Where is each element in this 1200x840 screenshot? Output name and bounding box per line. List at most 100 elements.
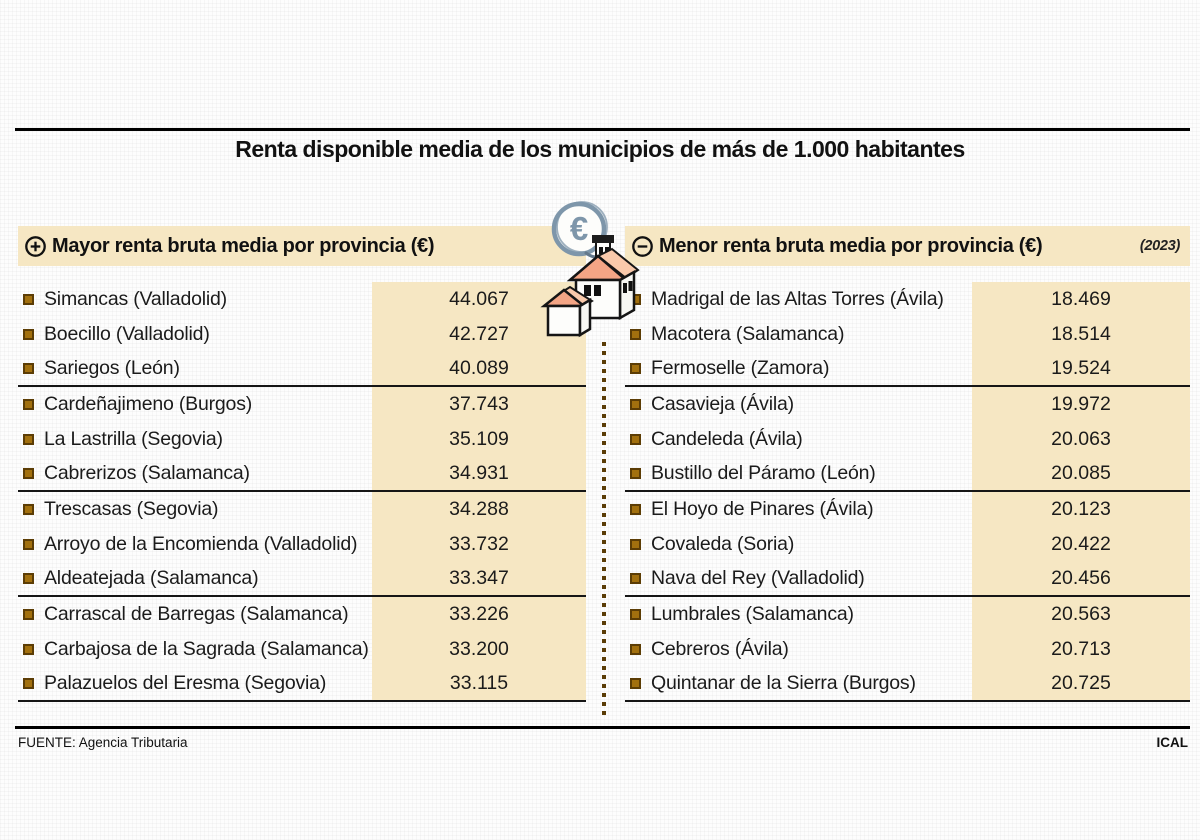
table-row: El Hoyo de Pinares (Ávila) 20.123 bbox=[625, 492, 1190, 527]
bullet-square-icon bbox=[23, 609, 34, 620]
table-header-menor: Menor renta bruta media por provincia (€… bbox=[625, 226, 1190, 266]
bullet-square-icon bbox=[630, 399, 641, 410]
municipality-name: Sariegos (León) bbox=[44, 357, 180, 379]
table-header-label: Menor renta bruta media por provincia (€… bbox=[659, 234, 1043, 257]
table-row: Lumbrales (Salamanca) 20.563 bbox=[625, 597, 1190, 632]
municipality-name: Cebreros (Ávila) bbox=[651, 638, 789, 660]
plus-circle-icon bbox=[25, 235, 46, 257]
municipality-name: Fermoselle (Zamora) bbox=[651, 357, 830, 379]
table-row: Trescasas (Segovia) 34.288 bbox=[18, 492, 586, 527]
income-value: 35.109 bbox=[372, 422, 586, 457]
table-row: Aldeatejada (Salamanca) 33.347 bbox=[18, 562, 586, 597]
municipality-name: Lumbrales (Salamanca) bbox=[651, 603, 854, 625]
table-row: Cabrerizos (Salamanca) 34.931 bbox=[18, 457, 586, 492]
table-row: Nava del Rey (Valladolid) 20.456 bbox=[625, 562, 1190, 597]
table-row: Sariegos (León) 40.089 bbox=[18, 352, 586, 387]
income-value: 37.743 bbox=[372, 387, 586, 422]
table-row: Fermoselle (Zamora) 19.524 bbox=[625, 352, 1190, 387]
municipality-name: Quintanar de la Sierra (Burgos) bbox=[651, 672, 916, 694]
income-value: 33.347 bbox=[372, 562, 586, 595]
top-rule bbox=[15, 128, 1190, 131]
income-value: 34.931 bbox=[372, 457, 586, 490]
bullet-square-icon bbox=[23, 573, 34, 584]
income-value: 20.563 bbox=[972, 597, 1190, 632]
minus-circle-icon bbox=[632, 235, 653, 257]
table-mayor-renta: Mayor renta bruta media por provincia (€… bbox=[18, 226, 586, 702]
table-row: Bustillo del Páramo (León) 20.085 bbox=[625, 457, 1190, 492]
bullet-square-icon bbox=[630, 363, 641, 374]
bullet-square-icon bbox=[630, 573, 641, 584]
income-value: 18.514 bbox=[972, 317, 1190, 352]
bullet-square-icon bbox=[630, 329, 641, 340]
bullet-square-icon bbox=[23, 468, 34, 479]
table-row: Carrascal de Barregas (Salamanca) 33.226 bbox=[18, 597, 586, 632]
table-row: Simancas (Valladolid) 44.067 bbox=[18, 282, 586, 317]
municipality-name: Cabrerizos (Salamanca) bbox=[44, 462, 250, 484]
income-value: 20.456 bbox=[972, 562, 1190, 595]
bullet-square-icon bbox=[630, 504, 641, 515]
infographic-title: Renta disponible media de los municipios… bbox=[235, 136, 965, 162]
source-text: FUENTE: Agencia Tributaria bbox=[18, 735, 188, 750]
income-value: 20.713 bbox=[972, 632, 1190, 667]
euro-coin-icon: € bbox=[551, 201, 608, 259]
municipality-name: Boecillo (Valladolid) bbox=[44, 323, 210, 345]
income-value: 19.524 bbox=[972, 352, 1190, 385]
municipality-name: Macotera (Salamanca) bbox=[651, 323, 845, 345]
bullet-square-icon bbox=[23, 294, 34, 305]
municipality-name: Carbajosa de la Sagrada (Salamanca) bbox=[44, 638, 369, 660]
income-value: 40.089 bbox=[372, 352, 586, 385]
table-row: Candeleda (Ávila) 20.063 bbox=[625, 422, 1190, 457]
bullet-square-icon bbox=[23, 329, 34, 340]
table-row: La Lastrilla (Segovia) 35.109 bbox=[18, 422, 586, 457]
bullet-square-icon bbox=[23, 363, 34, 374]
table-row: Palazuelos del Eresma (Segovia) 33.115 bbox=[18, 667, 586, 702]
table-row: Covaleda (Soria) 20.422 bbox=[625, 527, 1190, 562]
municipality-name: Palazuelos del Eresma (Segovia) bbox=[44, 672, 327, 694]
income-value: 20.422 bbox=[972, 527, 1190, 562]
agency-credit: ICAL bbox=[1156, 735, 1189, 750]
bullet-square-icon bbox=[23, 644, 34, 655]
municipality-name: Covaleda (Soria) bbox=[651, 533, 795, 555]
bullet-square-icon bbox=[630, 644, 641, 655]
house-euro-illustration: € bbox=[540, 201, 640, 338]
year-note: (2023) bbox=[1139, 238, 1180, 254]
bullet-square-icon bbox=[630, 468, 641, 479]
table-row: Macotera (Salamanca) 18.514 bbox=[625, 317, 1190, 352]
income-value: 20.123 bbox=[972, 492, 1190, 527]
table-menor-renta: Menor renta bruta media por provincia (€… bbox=[625, 226, 1190, 702]
income-value: 20.725 bbox=[972, 667, 1190, 700]
income-value: 33.226 bbox=[372, 597, 586, 632]
bullet-square-icon bbox=[630, 434, 641, 445]
bottom-rule bbox=[15, 726, 1190, 729]
table-row: Arroyo de la Encomienda (Valladolid) 33.… bbox=[18, 527, 586, 562]
bullet-square-icon bbox=[23, 678, 34, 689]
income-value: 33.200 bbox=[372, 632, 586, 667]
income-value: 18.469 bbox=[972, 282, 1190, 317]
municipality-name: Madrigal de las Altas Torres (Ávila) bbox=[651, 288, 944, 310]
svg-text:€: € bbox=[570, 210, 588, 247]
municipality-name: Arroyo de la Encomienda (Valladolid) bbox=[44, 533, 358, 555]
income-value: 20.063 bbox=[972, 422, 1190, 457]
municipality-name: Casavieja (Ávila) bbox=[651, 393, 794, 415]
income-value: 33.115 bbox=[372, 667, 586, 700]
bullet-square-icon bbox=[630, 539, 641, 550]
table-rows: Madrigal de las Altas Torres (Ávila) 18.… bbox=[625, 282, 1190, 702]
table-row: Boecillo (Valladolid) 42.727 bbox=[18, 317, 586, 352]
municipality-name: Carrascal de Barregas (Salamanca) bbox=[44, 603, 349, 625]
table-header-label: Mayor renta bruta media por provincia (€… bbox=[52, 234, 435, 257]
dotted-divider bbox=[602, 342, 606, 716]
table-row: Cardeñajimeno (Burgos) 37.743 bbox=[18, 387, 586, 422]
bullet-square-icon bbox=[630, 678, 641, 689]
bullet-square-icon bbox=[630, 609, 641, 620]
bullet-square-icon bbox=[23, 539, 34, 550]
income-value: 34.288 bbox=[372, 492, 586, 527]
table-row: Casavieja (Ávila) 19.972 bbox=[625, 387, 1190, 422]
income-value: 19.972 bbox=[972, 387, 1190, 422]
table-header-mayor: Mayor renta bruta media por provincia (€… bbox=[18, 226, 586, 266]
table-row: Madrigal de las Altas Torres (Ávila) 18.… bbox=[625, 282, 1190, 317]
income-value: 20.085 bbox=[972, 457, 1190, 490]
table-row: Quintanar de la Sierra (Burgos) 20.725 bbox=[625, 667, 1190, 702]
bullet-square-icon bbox=[23, 399, 34, 410]
table-row: Carbajosa de la Sagrada (Salamanca) 33.2… bbox=[18, 632, 586, 667]
